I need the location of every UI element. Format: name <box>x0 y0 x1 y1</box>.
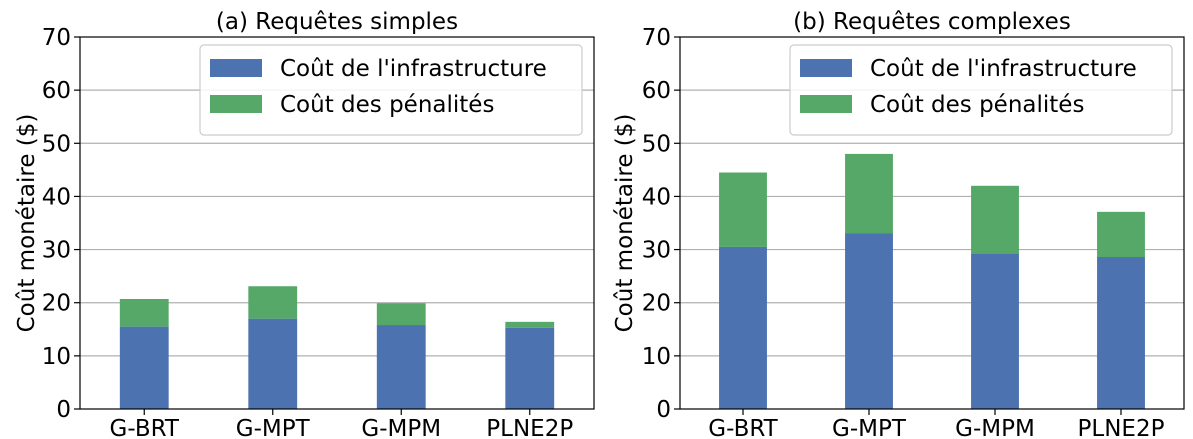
panel-a-bar-infra-g-mpm <box>376 325 426 409</box>
panel-b-title: (b) Requêtes complexes <box>793 9 1071 35</box>
panel-b-axes-frame <box>679 36 1185 410</box>
panel-b-xtick-label: PLNE2P <box>1078 416 1165 439</box>
panel-a-bar-penalty-g-brt <box>119 298 169 327</box>
panel-b-ytick-label: 30 <box>642 238 671 264</box>
panel-b-bar-infra-plne2p <box>1097 257 1145 409</box>
panel-a-ytick-label: 0 <box>56 397 71 423</box>
panel-a-bar-penalty-g-mpt <box>248 286 298 319</box>
panel-b-xtick-label: G-MPM <box>955 416 1035 439</box>
panel-b-legend-box <box>789 44 1173 136</box>
panel-a-axes-frame <box>79 36 595 410</box>
panel-a-bar-infra-g-mpt <box>248 318 298 409</box>
panel-b-bar-infra-g-mpm <box>971 253 1019 409</box>
panel-a-bar-infra-g-brt <box>119 326 169 409</box>
panel-a-ytick-label: 20 <box>42 291 71 317</box>
panel-a-ytick-label: 60 <box>42 78 71 104</box>
panel-a-ytick-label: 10 <box>42 344 71 370</box>
panel-b-xtick-label: G-MPT <box>832 416 907 439</box>
panel-b-legend-label-infra: Coût de l'infrastructure <box>870 56 1137 82</box>
panel-a-ytick-label: 40 <box>42 184 71 210</box>
panel-b-ytick-label: 50 <box>642 131 671 157</box>
panel-a-legend-label-penalty: Coût des pénalités <box>280 92 494 118</box>
panel-b-ytick-label: 70 <box>642 25 671 51</box>
panel-a-ytick-label: 50 <box>42 131 71 157</box>
panel-a-bar-penalty-plne2p <box>505 321 555 328</box>
panel-a-legend-label-infra: Coût de l'infrastructure <box>280 56 547 82</box>
panel-b-bar-penalty-g-brt <box>719 172 767 247</box>
panel-a-xtick-label: G-MPM <box>361 416 441 439</box>
panel-b-ytick-label: 0 <box>656 397 671 423</box>
panel-a-ytick-label: 70 <box>42 25 71 51</box>
panel-a-title: (a) Requêtes simples <box>216 9 458 35</box>
panel-b-ytick-label: 40 <box>642 184 671 210</box>
panel-b-legend-swatch-infra <box>800 59 852 77</box>
panel-b-ytick-label: 60 <box>642 78 671 104</box>
panel-b-bar-infra-g-brt <box>719 246 767 409</box>
panel-b-bar-penalty-plne2p <box>1097 211 1145 258</box>
panel-b-xtick-label: G-BRT <box>708 416 778 439</box>
panel-a-legend-swatch-penalty <box>210 95 262 113</box>
panel-a-xtick-label: G-MPT <box>236 416 311 439</box>
panel-a-ytick-label: 30 <box>42 238 71 264</box>
panel-b-bar-infra-g-mpt <box>845 233 893 409</box>
panel-a-legend-swatch-infra <box>210 59 262 77</box>
panel-a-bar-infra-plne2p <box>505 327 555 409</box>
panel-a-bar-penalty-g-mpm <box>376 303 426 326</box>
panel-b-legend-swatch-penalty <box>800 95 852 113</box>
panel-b-bar-penalty-g-mpt <box>845 153 893 234</box>
panel-b-ytick-label: 10 <box>642 344 671 370</box>
panel-a-xtick-label: G-BRT <box>110 416 180 439</box>
panel-b-ytick-label: 20 <box>642 291 671 317</box>
panel-a-xtick-label: PLNE2P <box>486 416 573 439</box>
panel-a-legend-box <box>199 44 583 136</box>
panel-b-bar-penalty-g-mpm <box>971 185 1019 254</box>
panel-b-ylabel: Coût monétaire ($) <box>612 114 638 333</box>
panel-a-ylabel: Coût monétaire ($) <box>14 114 40 333</box>
panel-b-legend-label-penalty: Coût des pénalités <box>870 92 1084 118</box>
